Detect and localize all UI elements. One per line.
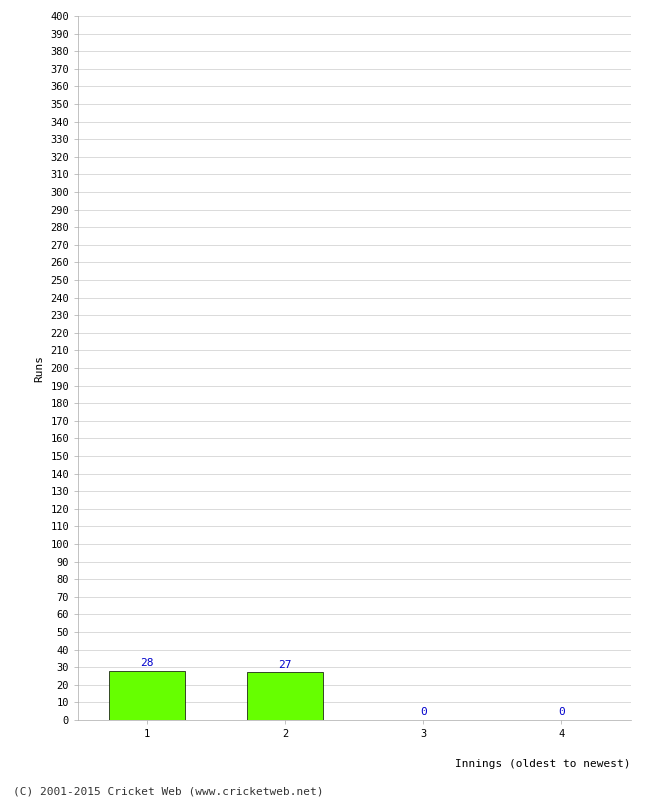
Text: Innings (oldest to newest): Innings (oldest to newest)	[455, 758, 630, 769]
Text: 27: 27	[278, 660, 292, 670]
Text: 0: 0	[420, 707, 426, 718]
Text: (C) 2001-2015 Cricket Web (www.cricketweb.net): (C) 2001-2015 Cricket Web (www.cricketwe…	[13, 786, 324, 796]
Text: 28: 28	[140, 658, 154, 668]
Bar	[109, 670, 185, 720]
Text: 0: 0	[558, 707, 565, 718]
Y-axis label: Runs: Runs	[34, 354, 45, 382]
Bar	[247, 673, 323, 720]
